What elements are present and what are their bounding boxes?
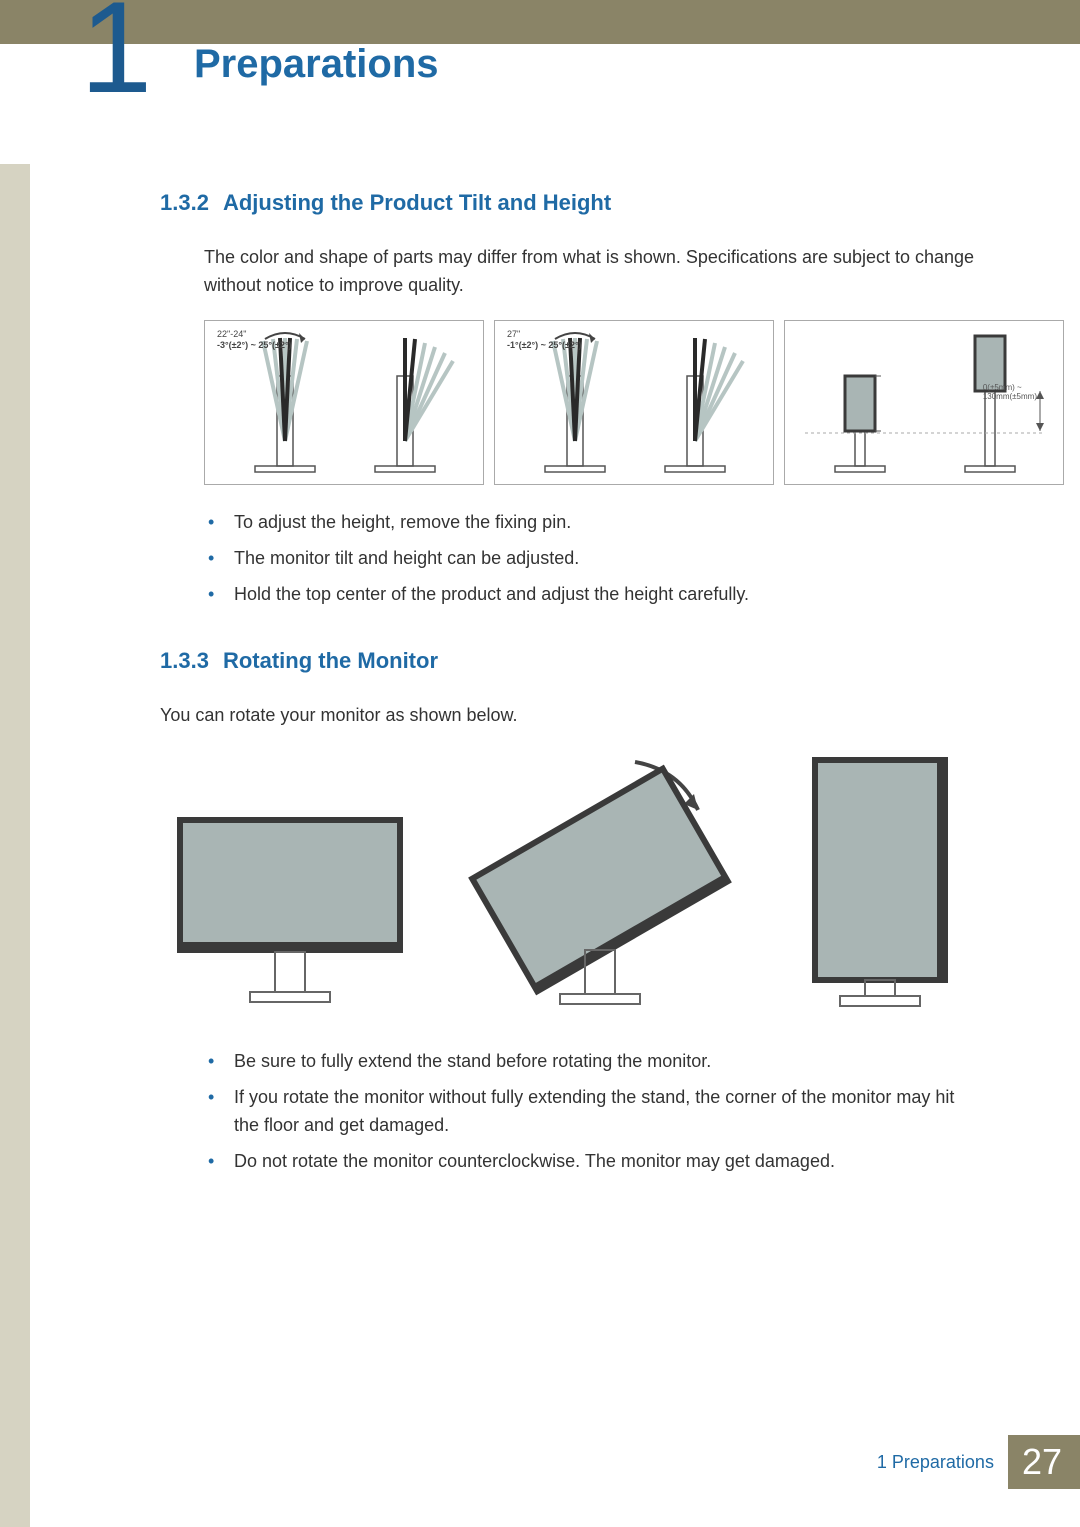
tilt-diagram-22-24: 22"-24"-3°(±2°) ~ 25°(±2°) [204, 320, 484, 485]
section-1-bullets: To adjust the height, remove the fixing … [204, 509, 980, 609]
section-1-intro: The color and shape of parts may differ … [204, 244, 980, 300]
rotate-diagram-row [160, 750, 980, 1020]
tilt-label-2: 27"-1°(±2°) ~ 25°(±2°) [507, 329, 582, 352]
top-banner [0, 0, 1080, 44]
rotate-landscape [160, 750, 420, 1020]
chapter-number: 1 [80, 0, 152, 112]
left-stripe [0, 44, 30, 1527]
footer-page-number: 27 [1008, 1435, 1080, 1489]
tilt-label-1: 22"-24"-3°(±2°) ~ 25°(±2°) [217, 329, 292, 352]
height-svg [785, 321, 1065, 486]
content-area: 1.3.2 Adjusting the Product Tilt and Heig… [160, 190, 980, 1216]
height-diagram: 0(±5mm) ~130mm(±5mm) [784, 320, 1064, 485]
tilt-diagram-row: 22"-24"-3°(±2°) ~ 25°(±2°) [204, 320, 980, 485]
tilt-diagram-27: 27"-1°(±2°) ~ 25°(±2°) [494, 320, 774, 485]
section-2-bullets: Be sure to fully extend the stand before… [204, 1048, 980, 1176]
rotate-tilted [460, 750, 740, 1020]
bullet-item: To adjust the height, remove the fixing … [204, 509, 980, 537]
bullet-item: The monitor tilt and height can be adjus… [204, 545, 980, 573]
rotate-portrait [780, 750, 980, 1020]
bullet-item: Hold the top center of the product and a… [204, 581, 980, 609]
page-title: Preparations [194, 42, 439, 87]
bullet-item: Do not rotate the monitor counterclockwi… [204, 1148, 980, 1176]
height-label: 0(±5mm) ~130mm(±5mm) [983, 383, 1037, 402]
section-1-number: 1.3.2 [160, 190, 209, 215]
section-2-heading: 1.3.3 Rotating the Monitor [160, 648, 980, 674]
footer-label: 1 Preparations [877, 1452, 994, 1473]
section-1-heading: 1.3.2 Adjusting the Product Tilt and Heig… [160, 190, 980, 216]
bullet-item: Be sure to fully extend the stand before… [204, 1048, 980, 1076]
section-2-title: Rotating the Monitor [223, 648, 438, 673]
section-2-intro: You can rotate your monitor as shown bel… [160, 702, 980, 730]
section-1-title: Adjusting the Product Tilt and Height [223, 190, 611, 215]
footer: 1 Preparations 27 [877, 1435, 1080, 1489]
bullet-item: If you rotate the monitor without fully … [204, 1084, 980, 1140]
section-2-number: 1.3.3 [160, 648, 209, 673]
